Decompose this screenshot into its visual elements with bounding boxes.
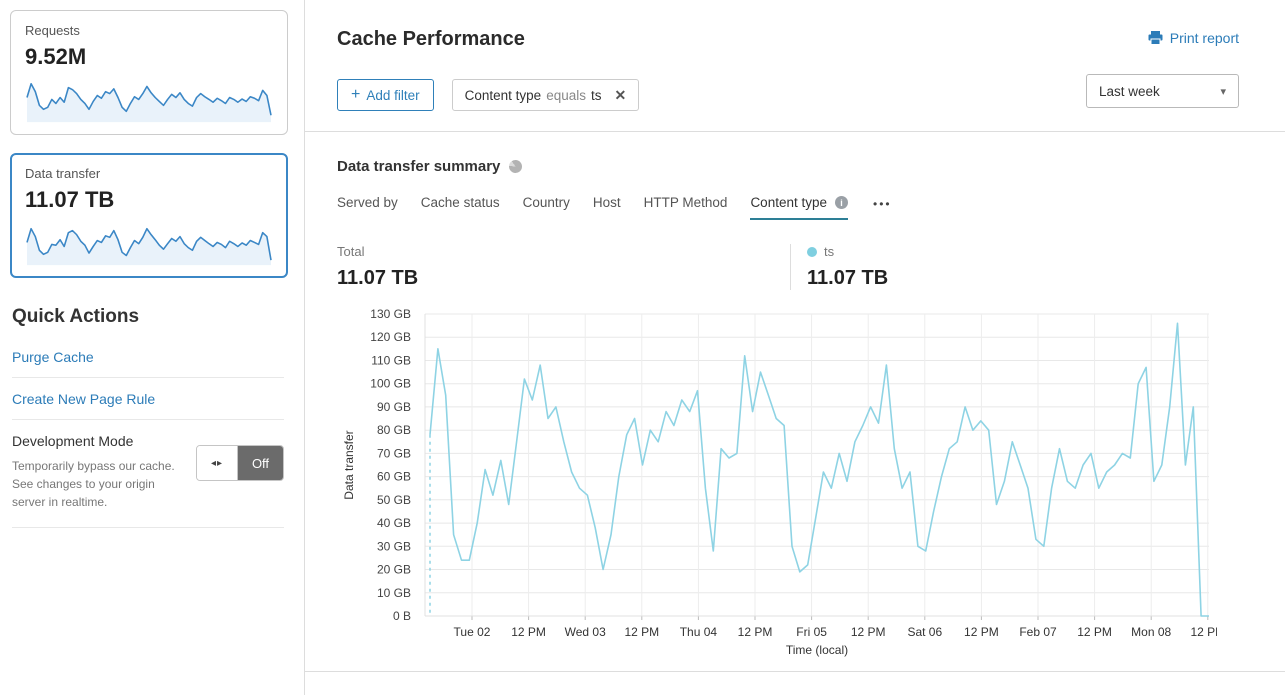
main-content: Cache Performance Print report + Add fil… [305,0,1285,695]
total-label: Total [337,244,365,259]
filter-field: Content type [464,87,542,103]
svg-text:12 PM: 12 PM [1190,625,1217,639]
svg-text:Thu 04: Thu 04 [680,625,718,639]
svg-text:120 GB: 120 GB [370,330,411,344]
tab-http-method[interactable]: HTTP Method [643,195,728,210]
data-transfer-sparkline-chart [26,227,272,266]
svg-text:12 PM: 12 PM [738,625,773,639]
svg-text:12 PM: 12 PM [511,625,546,639]
date-range-select[interactable]: Last week ▾ [1086,74,1239,108]
development-mode-title: Development Mode [12,433,134,449]
chevron-down-icon: ▾ [1220,85,1226,98]
tab-host[interactable]: Host [592,195,621,210]
legend-color-dot [807,246,817,257]
total-value: 11.07 TB [337,267,419,289]
tab-country[interactable]: Country [522,195,570,210]
svg-text:12 PM: 12 PM [1077,625,1112,639]
pie-loading-icon [508,159,523,174]
data-transfer-label: Data transfer [25,166,101,181]
svg-text:80 GB: 80 GB [377,423,411,437]
svg-text:20 GB: 20 GB [377,563,411,577]
svg-text:Mon 08: Mon 08 [1131,625,1171,639]
svg-text:Sat 06: Sat 06 [907,625,942,639]
svg-text:30 GB: 30 GB [377,539,411,553]
summary-title: Data transfer summary [337,158,501,175]
data-transfer-chart[interactable]: 0 B 10 GB 20 GB 30 GB 40 GB 50 GB 60 GB 70 GB 80… [337,302,1225,664]
svg-text:10 GB: 10 GB [377,586,411,600]
filter-chip-content-type[interactable]: Content type equals ts ✕ [451,79,640,111]
requests-sparkline-chart [26,83,272,123]
development-mode-section: Development Mode Temporarily bypass our … [12,420,284,528]
svg-text:12 PM: 12 PM [851,625,886,639]
quick-actions-section: Quick Actions Purge Cache Create New Pag… [10,306,288,528]
svg-text:70 GB: 70 GB [377,446,411,460]
svg-text:Fri 05: Fri 05 [796,625,827,639]
svg-text:50 GB: 50 GB [377,493,411,507]
header-divider [305,131,1285,132]
development-mode-description: Temporarily bypass our cache. See change… [12,459,175,509]
svg-text:40 GB: 40 GB [377,516,411,530]
filter-operator: equals [546,87,586,103]
bottom-divider [305,671,1285,672]
more-options-icon[interactable]: ••• [873,196,892,211]
requests-label: Requests [25,23,80,38]
svg-text:Time (local): Time (local) [786,643,848,657]
info-icon[interactable]: i [835,196,848,209]
development-mode-toggle[interactable]: ◂▸ Off [196,445,284,481]
svg-text:90 GB: 90 GB [377,400,411,414]
requests-metric-card[interactable]: Requests 9.52M [10,10,288,135]
svg-text:12 PM: 12 PM [624,625,659,639]
close-icon[interactable]: ✕ [614,86,627,103]
data-transfer-value: 11.07 TB [25,187,115,212]
toggle-arrows-icon: ◂▸ [210,457,224,469]
create-page-rule-link[interactable]: Create New Page Rule [12,378,284,420]
svg-text:60 GB: 60 GB [377,470,411,484]
sidebar: Requests 9.52M Data transfer 11.07 TB Qu… [0,0,305,695]
tab-content-type[interactable]: Content type i [750,195,848,220]
quick-actions-title: Quick Actions [12,306,140,327]
toggle-off-label: Off [238,446,283,480]
legend-series-name: ts [824,244,835,259]
print-report-button[interactable]: Print report [1148,30,1239,46]
filter-value: ts [590,87,602,103]
data-transfer-metric-card[interactable]: Data transfer 11.07 TB [10,153,288,278]
legend-series-value: 11.07 TB [807,267,889,289]
toggle-knob: ◂▸ [197,446,238,480]
add-filter-label: Add filter [366,87,420,103]
add-filter-button[interactable]: + Add filter [337,79,434,111]
tab-served-by[interactable]: Served by [337,195,398,210]
svg-text:Tue 02: Tue 02 [454,625,491,639]
plus-icon: + [351,86,361,103]
page-title: Cache Performance [337,28,525,50]
print-report-label: Print report [1169,30,1239,46]
purge-cache-link[interactable]: Purge Cache [12,336,284,378]
date-range-value: Last week [1099,83,1160,99]
svg-text:0 B: 0 B [393,609,411,623]
tab-cache-status[interactable]: Cache status [420,195,500,210]
summary-tabs: Served by Cache status Country Host HTTP… [337,195,1239,220]
svg-text:Data transfer: Data transfer [342,430,356,499]
printer-icon [1148,31,1163,45]
svg-text:12 PM: 12 PM [964,625,999,639]
totals-divider [790,244,791,290]
svg-text:100 GB: 100 GB [370,377,411,391]
svg-text:Wed 03: Wed 03 [565,625,606,639]
svg-text:Feb 07: Feb 07 [1019,625,1057,639]
requests-value: 9.52M [25,44,87,69]
svg-text:110 GB: 110 GB [371,354,411,368]
svg-text:130 GB: 130 GB [370,307,411,321]
totals-row: Total 11.07 TB ts 11.07 TB [337,244,1239,290]
